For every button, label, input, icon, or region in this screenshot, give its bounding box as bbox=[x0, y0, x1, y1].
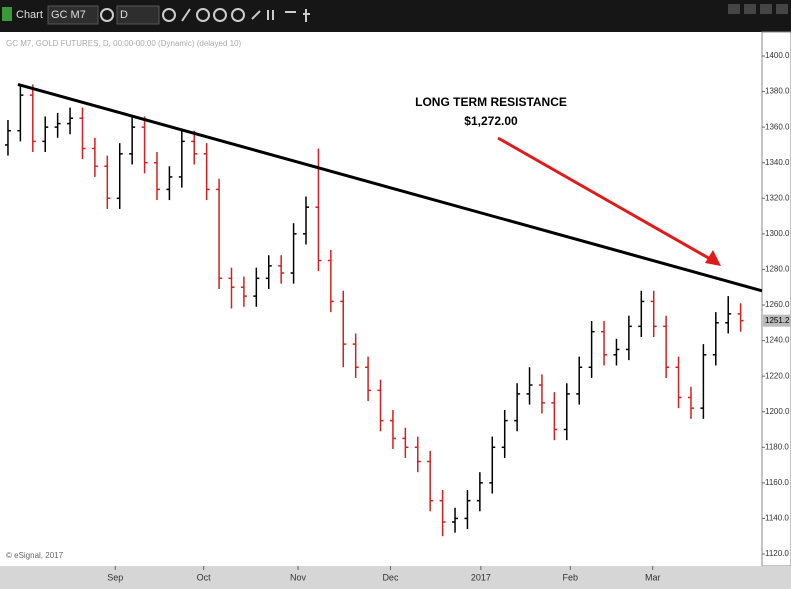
y-tick-label: 1380.0 bbox=[765, 87, 790, 96]
facebook-button[interactable] bbox=[303, 9, 310, 22]
annotation-arrow bbox=[497, 136, 713, 262]
y-tick-label: 1280.0 bbox=[765, 265, 790, 274]
app-name: Chart bbox=[16, 9, 43, 21]
y-tick-label: 1320.0 bbox=[765, 193, 790, 202]
x-tick-label: Feb bbox=[563, 572, 579, 582]
link-tool[interactable] bbox=[251, 10, 261, 20]
y-tick-label: 1360.0 bbox=[765, 122, 790, 131]
annotation-title: LONG TERM RESISTANCE bbox=[415, 95, 567, 109]
last-price-box bbox=[763, 314, 791, 327]
price-axis bbox=[761, 31, 791, 567]
interval: D bbox=[120, 9, 128, 21]
y-tick-label: 1340.0 bbox=[765, 158, 790, 167]
x-tick-label: Oct bbox=[197, 572, 212, 582]
symbol: GC M7 bbox=[51, 9, 86, 21]
chart-subtitle: GC M7, GOLD FUTURES, D, 00:00-00:00 (Dyn… bbox=[6, 39, 242, 48]
annotation-arrowhead bbox=[705, 250, 721, 266]
y-tick-label: 1180.0 bbox=[765, 442, 789, 451]
zoom-button[interactable] bbox=[196, 8, 210, 22]
y-tick-label: 1120.0 bbox=[765, 549, 789, 558]
share-button[interactable] bbox=[267, 10, 274, 20]
plot-area bbox=[0, 32, 762, 566]
y-tick-label: 1260.0 bbox=[765, 300, 790, 309]
y-tick-label: 1160.0 bbox=[765, 478, 789, 487]
refresh-button[interactable] bbox=[162, 8, 176, 22]
reset-button[interactable] bbox=[213, 8, 227, 22]
x-tick-label: Nov bbox=[290, 572, 307, 582]
window-close[interactable] bbox=[776, 4, 788, 14]
x-tick-label: Sep bbox=[107, 572, 123, 582]
y-tick-label: 1140.0 bbox=[765, 514, 789, 523]
draw-button[interactable] bbox=[181, 8, 191, 22]
y-tick-label: 1300.0 bbox=[765, 229, 790, 238]
search-button[interactable] bbox=[231, 8, 245, 22]
trendline bbox=[17, 83, 763, 293]
window-maximize[interactable] bbox=[760, 4, 772, 14]
credit: © eSignal, 2017 bbox=[6, 551, 64, 560]
app-icon bbox=[2, 7, 12, 21]
last-price-label: 1251.2 bbox=[765, 316, 790, 325]
symbol-box[interactable] bbox=[47, 5, 99, 25]
toolbar-icons bbox=[162, 8, 310, 22]
x-tick-label: Mar bbox=[645, 572, 661, 582]
annotation-price: $1,272.00 bbox=[464, 114, 518, 128]
y-tick-label: 1240.0 bbox=[765, 336, 790, 345]
window-minimize[interactable] bbox=[744, 4, 756, 14]
x-tick-label: 2017 bbox=[471, 572, 491, 582]
window-restore[interactable] bbox=[728, 4, 740, 14]
link-button[interactable] bbox=[100, 8, 114, 22]
y-tick-label: 1220.0 bbox=[765, 371, 790, 380]
x-tick-label: Dec bbox=[382, 572, 399, 582]
time-axis bbox=[0, 566, 791, 589]
y-tick-label: 1400.0 bbox=[765, 51, 790, 60]
y-tick-label: 1200.0 bbox=[765, 407, 790, 416]
interval-box[interactable] bbox=[116, 5, 160, 25]
